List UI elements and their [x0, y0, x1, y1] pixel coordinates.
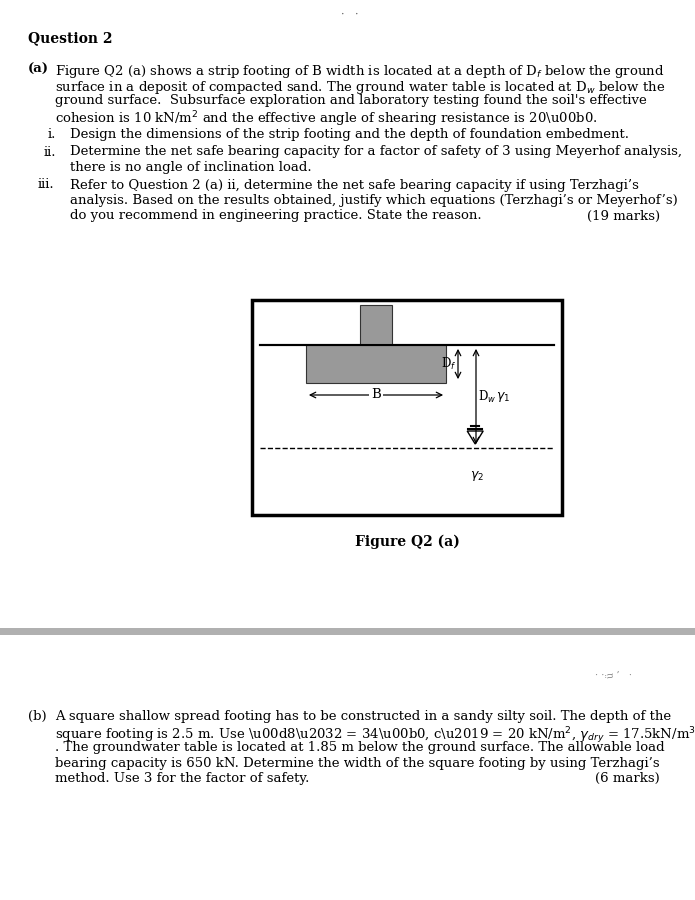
Text: bearing capacity is 650 kN. Determine the width of the square footing by using T: bearing capacity is 650 kN. Determine th… — [55, 757, 660, 770]
Bar — [252, 300, 562, 515]
Text: method. Use 3 for the factor of safety.: method. Use 3 for the factor of safety. — [55, 772, 309, 785]
Text: do you recommend in engineering practice. State the reason.: do you recommend in engineering practice… — [70, 210, 482, 222]
Text: ground surface.  Subsurface exploration and laboratory testing found the soil's : ground surface. Subsurface exploration a… — [55, 94, 647, 107]
Text: ii.: ii. — [44, 146, 56, 158]
Bar — [360, 305, 392, 345]
Text: surface in a deposit of compacted sand. The ground water table is located at D$_: surface in a deposit of compacted sand. … — [55, 78, 665, 95]
Text: square footing is 2.5 m. Use \u00d8\u2032 = 34\u00b0, c\u2019 = 20 kN/m$^2$, $\g: square footing is 2.5 m. Use \u00d8\u203… — [55, 725, 695, 746]
Text: ·   ·: · · — [341, 10, 359, 20]
Text: $\gamma_1$: $\gamma_1$ — [496, 390, 510, 403]
Bar — [306, 345, 446, 383]
Text: Determine the net safe bearing capacity for a factor of safety of 3 using Meyerh: Determine the net safe bearing capacity … — [70, 146, 682, 158]
Text: Figure Q2 (a) shows a strip footing of B width is located at a depth of D$_f$ be: Figure Q2 (a) shows a strip footing of B… — [55, 63, 664, 80]
Text: Question 2: Question 2 — [28, 31, 113, 45]
Bar — [0, 628, 695, 635]
Bar — [306, 345, 446, 383]
Text: D$_f$: D$_f$ — [441, 356, 456, 372]
Text: . The groundwater table is located at 1.85 m below the ground surface. The allow: . The groundwater table is located at 1.… — [55, 741, 664, 754]
Text: B: B — [371, 389, 381, 401]
Polygon shape — [467, 431, 483, 444]
Bar — [360, 305, 392, 345]
Text: iii.: iii. — [38, 178, 55, 192]
Text: $\gamma_2$: $\gamma_2$ — [471, 469, 484, 483]
Text: there is no angle of inclination load.: there is no angle of inclination load. — [70, 161, 311, 174]
Text: (19 marks): (19 marks) — [587, 210, 660, 222]
Text: (b): (b) — [28, 710, 47, 723]
Text: Design the dimensions of the strip footing and the depth of foundation embedment: Design the dimensions of the strip footi… — [70, 128, 629, 141]
Text: (6 marks): (6 marks) — [595, 772, 660, 785]
Text: analysis. Based on the results obtained, justify which equations (Terzhagi’s or : analysis. Based on the results obtained,… — [70, 194, 678, 207]
Text: A square shallow spread footing has to be constructed in a sandy silty soil. The: A square shallow spread footing has to b… — [55, 710, 671, 723]
Text: · ·ᴞ ’   ·: · ·ᴞ ’ · — [595, 670, 632, 680]
Text: cohesion is 10 kN/m$^2$ and the effective angle of shearing resistance is 20\u00: cohesion is 10 kN/m$^2$ and the effectiv… — [55, 110, 598, 129]
Text: D$_w$: D$_w$ — [478, 389, 496, 405]
Text: Figure Q2 (a): Figure Q2 (a) — [354, 535, 459, 549]
Text: i.: i. — [48, 128, 56, 141]
Text: Refer to Question 2 (a) ii, determine the net safe bearing capacity if using Ter: Refer to Question 2 (a) ii, determine th… — [70, 178, 639, 192]
Text: (a): (a) — [28, 63, 49, 76]
